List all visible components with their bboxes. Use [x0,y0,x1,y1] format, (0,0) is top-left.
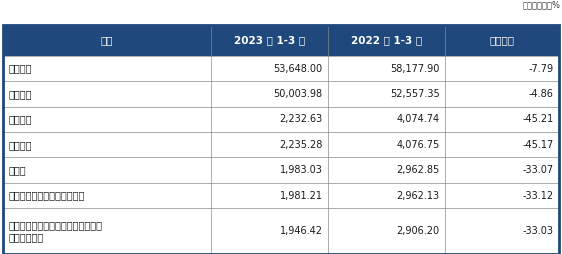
Text: 扣除非经常性损益后归属于母公司所
有者的净利润: 扣除非经常性损益后归属于母公司所 有者的净利润 [8,220,102,242]
Bar [3,132,559,157]
Text: -33.12: -33.12 [523,190,554,201]
Text: 50,003.98: 50,003.98 [274,89,323,99]
Text: 归属于母公司所有者的净利润: 归属于母公司所有者的净利润 [8,190,85,201]
Text: 4,076.75: 4,076.75 [396,140,439,150]
Text: 项目: 项目 [101,36,114,46]
Bar [3,208,559,254]
Text: 利润总额: 利润总额 [8,140,32,150]
Text: -33.07: -33.07 [523,165,554,175]
Bar [3,157,559,183]
Text: -45.21: -45.21 [522,114,554,124]
Text: 2,962.13: 2,962.13 [396,190,439,201]
Text: 2023 年 1-3 月: 2023 年 1-3 月 [234,36,305,46]
Text: 营业利润: 营业利润 [8,114,32,124]
Text: 58,177.90: 58,177.90 [390,64,439,74]
Text: 4,074.74: 4,074.74 [396,114,439,124]
Bar [3,25,559,56]
Text: 1,981.21: 1,981.21 [280,190,323,201]
Text: 净利润: 净利润 [8,165,26,175]
Text: 营业收入: 营业收入 [8,64,32,74]
Bar [3,107,559,132]
Text: 2,962.85: 2,962.85 [396,165,439,175]
Text: 1,946.42: 1,946.42 [280,226,323,236]
Text: 2022 年 1-3 月: 2022 年 1-3 月 [351,36,422,46]
Text: -45.17: -45.17 [522,140,554,150]
Bar [3,81,559,107]
Text: 1,983.03: 1,983.03 [280,165,323,175]
Text: -7.79: -7.79 [528,64,554,74]
Text: 52,557.35: 52,557.35 [390,89,439,99]
Text: 变动比例: 变动比例 [490,36,515,46]
Text: -4.86: -4.86 [529,89,554,99]
Bar [3,183,559,208]
Bar [3,56,559,81]
Text: 2,232.63: 2,232.63 [279,114,323,124]
Text: 单位：万元、%: 单位：万元、% [523,0,561,9]
Text: -33.03: -33.03 [523,226,554,236]
Text: 营业成本: 营业成本 [8,89,32,99]
Text: 53,648.00: 53,648.00 [274,64,323,74]
Text: 2,235.28: 2,235.28 [279,140,323,150]
Text: 2,906.20: 2,906.20 [396,226,439,236]
